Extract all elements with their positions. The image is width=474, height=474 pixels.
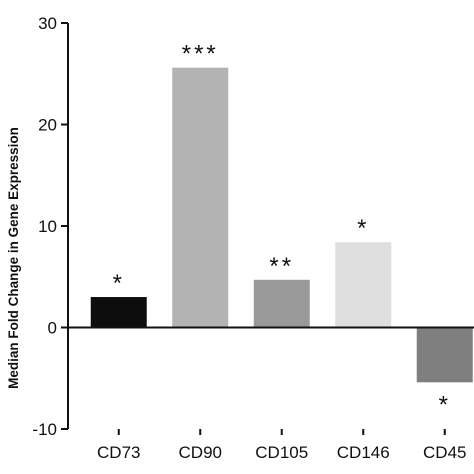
y-tick-label: 10 [38,217,57,236]
significance-markers: ******** [113,41,451,419]
y-tick-label: 30 [38,14,57,33]
category-label: CD45 [423,443,466,462]
bar-cd105 [253,279,310,328]
bar-cd146 [335,242,392,328]
category-label: CD146 [337,443,390,462]
bar-cd45 [416,327,473,383]
y-axis-ticks: -10 0 10 20 30 [32,14,68,439]
significance-marker: * [357,215,369,242]
category-label: CD105 [255,443,308,462]
significance-marker: ** [269,253,294,280]
y-tick-label: -10 [32,420,57,439]
bar-cd73 [90,297,147,328]
bar-cd90 [172,67,229,328]
y-axis-label: Median Fold Change in Gene Expression [6,127,21,389]
y-tick-label: 20 [38,116,57,135]
axes [67,23,474,429]
significance-marker: * [113,270,125,297]
bars [90,67,473,383]
y-tick-label: 0 [48,319,57,338]
significance-marker: * [439,391,451,418]
category-label: CD90 [179,443,222,462]
significance-marker: *** [182,41,219,68]
category-label: CD73 [97,443,140,462]
category-labels: CD73 CD90 CD105 CD146 CD45 [97,429,466,462]
